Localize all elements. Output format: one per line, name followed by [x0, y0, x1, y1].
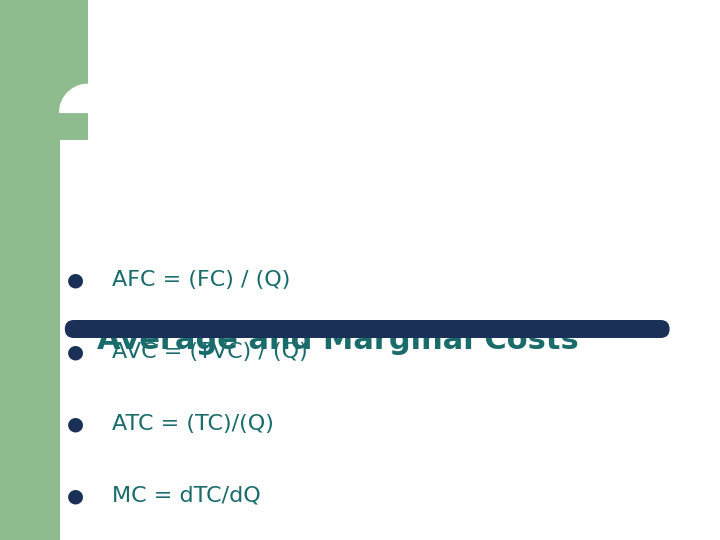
Text: Average and Marginal Costs: Average and Marginal Costs: [97, 326, 579, 355]
Polygon shape: [60, 84, 88, 112]
FancyBboxPatch shape: [65, 320, 670, 338]
Text: MC = dTC/dQ: MC = dTC/dQ: [112, 486, 261, 506]
Bar: [0, 0, 60, 540]
Text: ●: ●: [67, 342, 84, 361]
Bar: [0, 0, 259, 140]
Text: ●: ●: [67, 271, 84, 289]
Bar: [60, 0, 88, 140]
Text: AVC = (TVC) / (Q): AVC = (TVC) / (Q): [112, 342, 307, 362]
Text: ●: ●: [67, 415, 84, 434]
Text: AFC = (FC) / (Q): AFC = (FC) / (Q): [112, 270, 290, 290]
Text: ATC = (TC)/(Q): ATC = (TC)/(Q): [112, 414, 274, 434]
Text: ●: ●: [67, 487, 84, 505]
